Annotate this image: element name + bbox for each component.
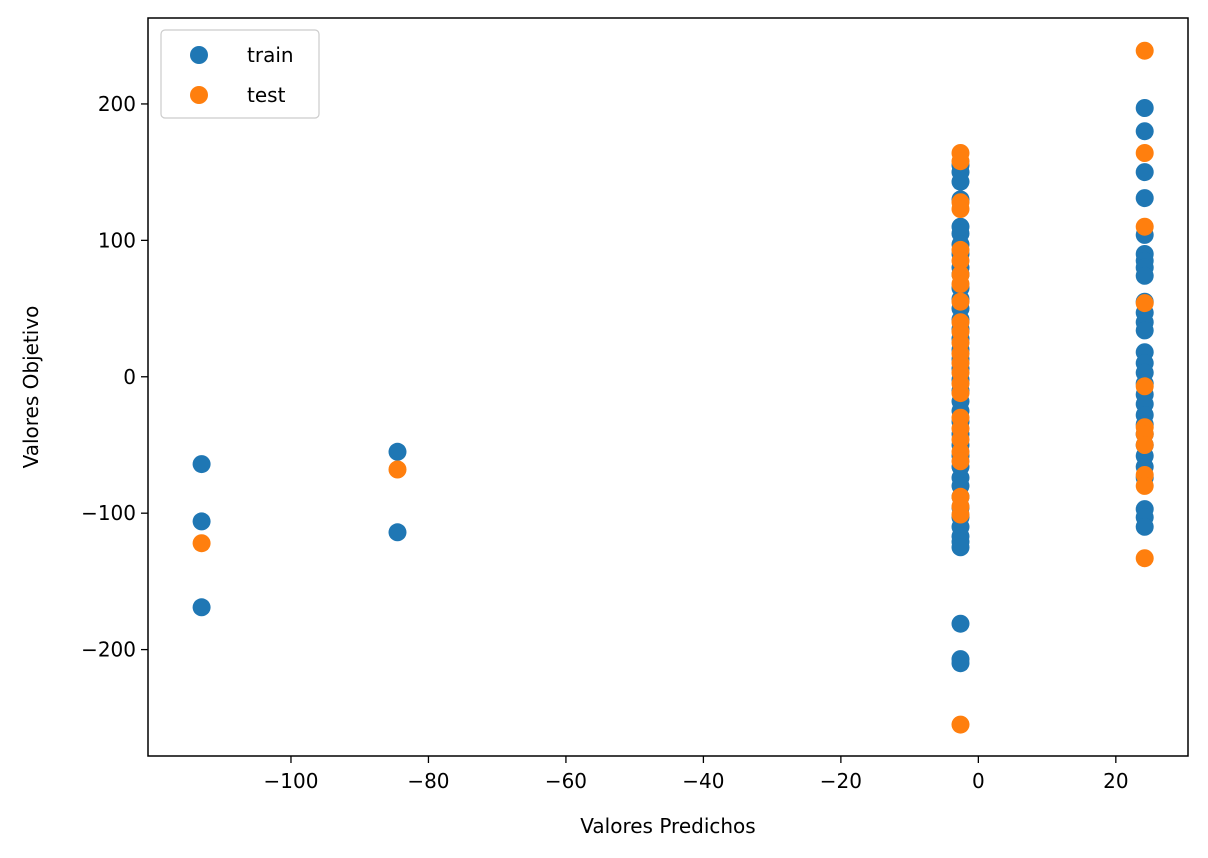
point-train-4 <box>388 523 407 542</box>
point-train-47 <box>1135 163 1154 182</box>
x-axis-label: Valores Predichos <box>580 814 755 838</box>
y-tick-label: −100 <box>81 501 136 525</box>
point-train-44 <box>951 654 970 673</box>
y-tick-label: 0 <box>123 365 136 389</box>
point-train-2 <box>192 598 211 617</box>
point-test-7 <box>951 251 970 270</box>
legend-marker-test <box>190 86 208 104</box>
x-axis-ticks: −100 −80 −60 −40 −20 0 20 <box>264 756 1129 793</box>
point-test-18 <box>951 384 970 403</box>
y-tick-label: 200 <box>98 92 136 116</box>
x-tick-label: −60 <box>545 769 587 793</box>
point-train-45 <box>1135 99 1154 117</box>
point-test-1 <box>388 460 407 479</box>
point-test-32 <box>1135 377 1154 396</box>
point-test-35 <box>1135 436 1154 454</box>
y-axis-label: Valores Objetivo <box>19 306 43 469</box>
x-tick-label: 20 <box>1103 769 1128 793</box>
y-tick-label: −200 <box>81 638 136 662</box>
point-test-30 <box>1135 217 1154 236</box>
point-train-0 <box>192 455 211 474</box>
point-train-41 <box>951 538 970 557</box>
plot-frame <box>147 17 1189 757</box>
point-train-1 <box>192 512 211 531</box>
point-test-5 <box>951 200 970 218</box>
point-test-23 <box>951 452 970 471</box>
point-train-48 <box>1135 189 1154 208</box>
point-test-28 <box>1135 41 1154 60</box>
point-test-37 <box>1135 476 1154 495</box>
point-train-73 <box>1135 517 1154 536</box>
point-test-9 <box>951 275 970 293</box>
x-tick-label: −100 <box>264 769 319 793</box>
point-test-38 <box>1135 549 1154 568</box>
legend: train test <box>160 29 320 119</box>
point-test-10 <box>951 292 970 311</box>
legend-label-test: test <box>247 83 286 107</box>
point-test-3 <box>951 152 970 171</box>
point-train-42 <box>951 614 970 633</box>
point-train-46 <box>1135 122 1154 141</box>
point-test-26 <box>951 505 970 524</box>
point-test-0 <box>192 534 211 553</box>
point-test-21 <box>951 430 970 449</box>
legend-label-train: train <box>247 43 294 67</box>
x-tick-label: −40 <box>682 769 724 793</box>
data-points <box>192 41 1154 734</box>
x-tick-label: 0 <box>972 769 985 793</box>
point-test-29 <box>1135 144 1154 162</box>
x-tick-label: −80 <box>407 769 449 793</box>
x-tick-label: −20 <box>820 769 862 793</box>
point-test-31 <box>1135 294 1154 313</box>
point-test-27 <box>951 715 970 734</box>
y-tick-label: 100 <box>98 228 136 252</box>
y-axis-ticks: −200 −100 0 100 200 <box>81 92 148 662</box>
point-train-3 <box>388 442 407 461</box>
point-train-7 <box>951 172 970 191</box>
point-train-57 <box>1135 321 1154 340</box>
legend-marker-train <box>190 46 208 64</box>
point-train-53 <box>1135 266 1154 285</box>
legend-frame <box>160 29 320 119</box>
